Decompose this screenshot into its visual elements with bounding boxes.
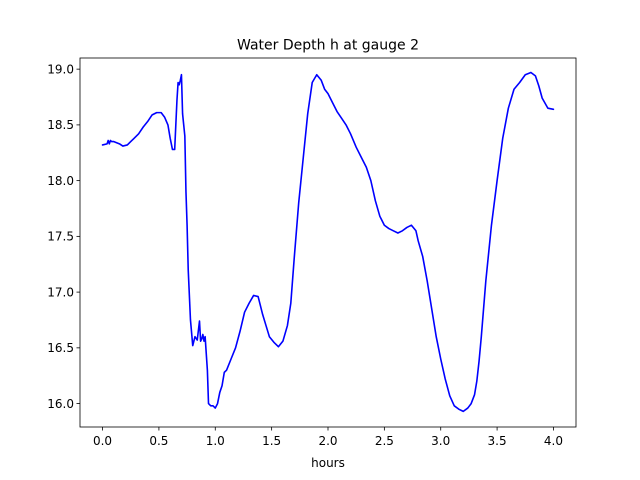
y-tick-label: 17.0 [47,285,74,299]
y-tick-label: 18.5 [47,118,74,132]
x-tick-label: 3.0 [431,434,450,448]
series-layer [101,71,555,413]
x-axis: 0.0 0.5 1.0 1.5 2.0 2.5 3.0 3.5 4.0 [93,427,563,448]
x-tick-label: 0.0 [93,434,112,448]
x-tick-label: 1.5 [262,434,281,448]
x-tick-label: 3.5 [488,434,507,448]
y-tick-label: 16.5 [47,341,74,355]
x-tick-label: 4.0 [544,434,563,448]
y-tick-label: 19.0 [47,62,74,76]
x-tick-label: 2.0 [318,434,337,448]
plot-frame [79,57,577,428]
x-axis-label: hours [311,456,345,470]
y-axis: 16.0 16.5 17.0 17.5 18.0 18.5 19.0 [47,62,80,411]
y-tick-label: 16.0 [47,397,74,411]
y-tick-label: 17.5 [47,230,74,244]
y-tick-label: 18.0 [47,174,74,188]
x-tick-label: 2.5 [375,434,394,448]
x-tick-label: 0.5 [149,434,168,448]
x-tick-label: 1.0 [206,434,225,448]
series-line [101,71,555,413]
chart-title: Water Depth h at gauge 2 [237,38,419,54]
